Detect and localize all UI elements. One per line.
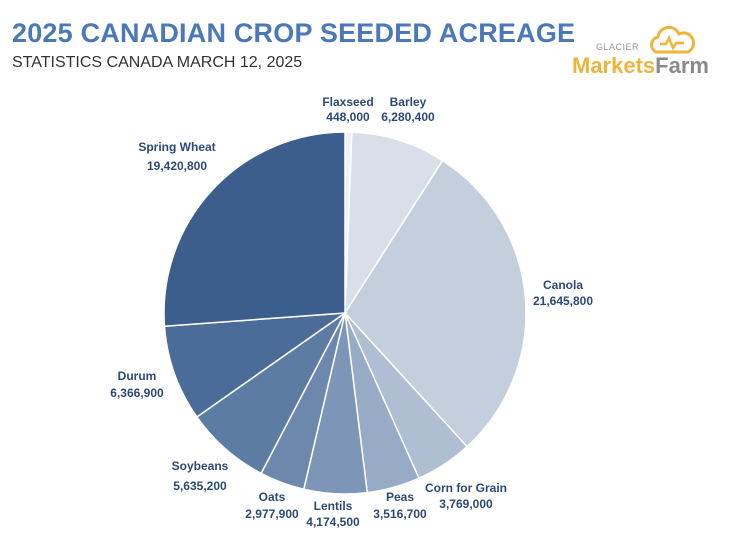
value-durum: 6,366,900 [110, 386, 164, 400]
chart-subtitle: STATISTICS CANADA MARCH 12, 2025 [12, 54, 303, 71]
logo-wordmark: MarketsFarm [572, 53, 709, 78]
value-flaxseed: 448,000 [326, 110, 370, 124]
label-flaxseed: Flaxseed [322, 95, 373, 109]
value-spring-wheat: 19,420,800 [147, 159, 207, 173]
slice-canola [344, 159, 527, 448]
label-corn: Corn for Grain [425, 481, 507, 495]
label-durum: Durum [118, 369, 157, 383]
cloud-icon [650, 26, 696, 54]
label-lentils: Lentils [314, 499, 353, 513]
label-soybeans: Soybeans [172, 459, 229, 473]
value-lentils: 4,174,500 [306, 515, 360, 529]
value-barley: 6,280,400 [381, 110, 435, 124]
slice-durum [163, 312, 348, 419]
slice-barley [344, 131, 444, 316]
label-spring-wheat: Spring Wheat [138, 140, 215, 154]
label-barley: Barley [390, 95, 427, 109]
logo-glacier-text: GLACIER [596, 42, 640, 52]
value-canola: 21,645,800 [533, 294, 593, 308]
value-peas: 3,516,700 [373, 507, 427, 521]
label-canola: Canola [543, 278, 583, 292]
chart-title: 2025 CANADIAN CROP SEEDED ACREAGE [12, 18, 576, 48]
label-peas: Peas [386, 490, 414, 504]
value-corn: 3,769,000 [439, 497, 493, 511]
label-oats: Oats [259, 490, 286, 504]
slice-spring-wheat [163, 131, 346, 327]
marketsfarm-logo: GLACIER MarketsFarm [572, 26, 742, 86]
value-soybeans: 5,635,200 [173, 479, 227, 493]
value-oats: 2,977,900 [245, 507, 299, 521]
